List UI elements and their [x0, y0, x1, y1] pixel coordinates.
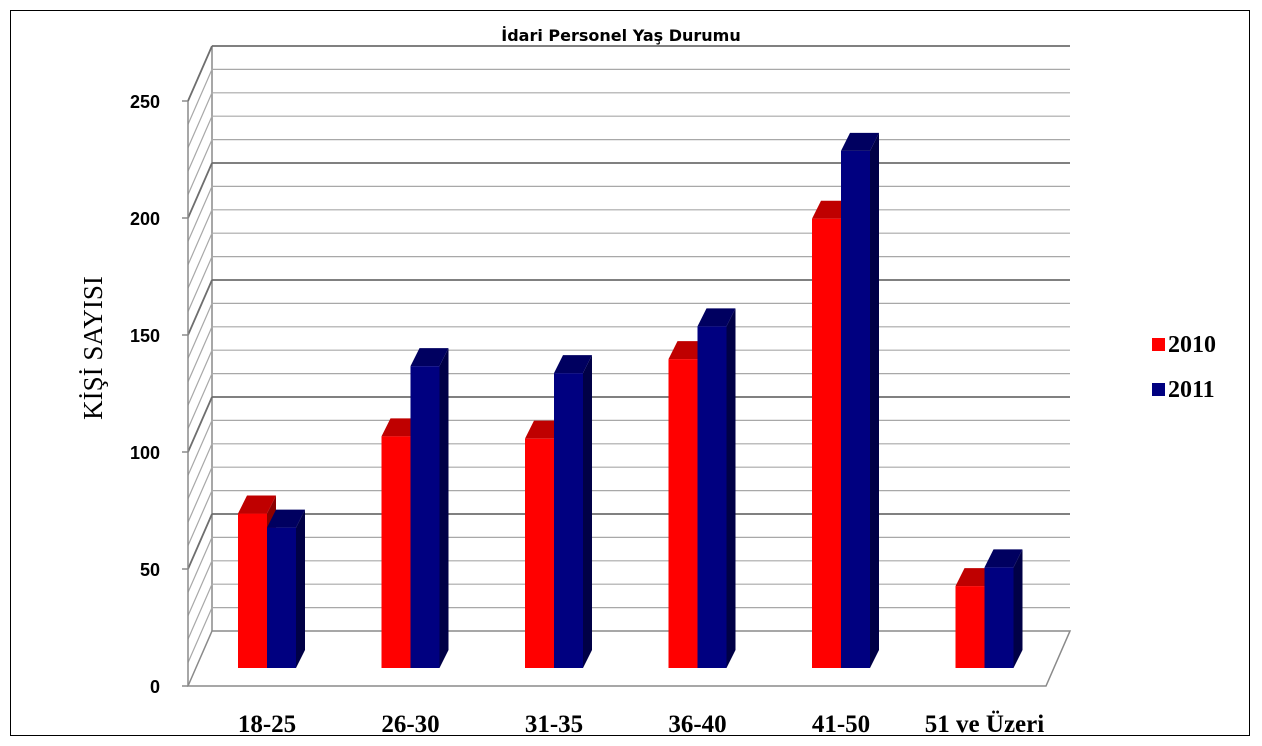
bar-top: [812, 200, 850, 219]
gridline-diagonal: [187, 373, 213, 429]
bar-front: [841, 150, 870, 669]
gridline-diagonal: [187, 420, 213, 476]
category-label: 31-35: [525, 711, 583, 738]
bar: [697, 308, 736, 668]
bar-top: [381, 418, 420, 437]
bar-front: [381, 436, 411, 668]
bar-top: [525, 420, 563, 439]
y-tick-label: 50: [140, 560, 160, 580]
bar-side: [439, 348, 449, 668]
gridline-diagonal: [187, 513, 213, 570]
bar: [410, 348, 449, 668]
bar-top: [554, 355, 592, 374]
gridline-diagonal: [187, 209, 213, 266]
category-label: 26-30: [381, 711, 439, 738]
category-labels: 18-25 26-30 31-35 36-40 41-50 51 ve Üzeri: [238, 711, 1044, 738]
gridline-diagonal: [187, 490, 213, 546]
bar-side: [1013, 549, 1023, 668]
bar-front: [554, 373, 583, 668]
y-tick-label: 250: [130, 92, 160, 112]
bar-front: [668, 359, 698, 668]
bar-top: [984, 549, 1023, 568]
bar-side: [870, 132, 879, 669]
gridline-diagonal: [187, 537, 213, 593]
gridline-diagonal: [187, 303, 213, 359]
bar-top: [668, 341, 707, 360]
y-tick-label: 150: [130, 326, 160, 346]
bar: [267, 509, 305, 668]
bar: [841, 132, 879, 669]
bar-top: [238, 495, 276, 514]
legend: 2010 2011: [1152, 332, 1216, 403]
bar-side: [726, 308, 736, 668]
bar-front: [697, 326, 727, 668]
chart-frame: İdari Personel Yaş Durumu: [10, 10, 1250, 736]
gridline-diagonal: [187, 326, 213, 383]
chart-title: İdari Personel Yaş Durumu: [501, 26, 741, 45]
bar-front: [955, 586, 985, 668]
category-label: 18-25: [238, 711, 296, 738]
y-tick-labels: 0 50 100 150 200 250: [130, 92, 160, 697]
bar-side: [583, 355, 592, 668]
bar-front: [238, 513, 267, 668]
bar-front: [812, 218, 841, 668]
category-label: 36-40: [668, 711, 726, 738]
bar-top: [697, 308, 736, 327]
y-tick-label: 100: [130, 443, 160, 463]
y-axis-label: KİŞİ SAYISI: [78, 276, 108, 420]
gridline-diagonal: [187, 186, 213, 242]
legend-swatch: [1152, 338, 1165, 351]
floor: [186, 630, 1072, 687]
gridline-diagonal: [187, 92, 213, 149]
gridline-diagonal: [187, 443, 213, 500]
gridline-diagonal: [187, 115, 213, 172]
bar-front: [267, 527, 296, 668]
bars-layer: [238, 132, 1023, 669]
bar-top: [267, 509, 305, 528]
gridline-diagonal: [187, 256, 213, 312]
gridline-diagonal: [187, 232, 213, 289]
bar: [984, 549, 1023, 668]
category-label: 41-50: [812, 711, 870, 738]
gridline-diagonal: [187, 279, 213, 336]
gridline-diagonal: [187, 69, 213, 125]
bar-front: [410, 366, 440, 668]
legend-label: 2010: [1168, 332, 1216, 358]
gridline-diagonal: [187, 396, 213, 453]
gridline-diagonal: [187, 162, 213, 219]
bar-top: [841, 132, 879, 151]
bar-top: [410, 348, 449, 367]
legend-label: 2011: [1168, 377, 1215, 403]
gridline-diagonal: [187, 607, 213, 663]
category-label: 51 ve Üzeri: [925, 711, 1044, 738]
legend-swatch: [1152, 383, 1165, 396]
bar-front: [525, 438, 554, 668]
gridline-diagonal: [187, 139, 213, 195]
bar-side: [296, 509, 305, 668]
gridline-diagonal: [187, 349, 213, 406]
bar-top: [955, 568, 994, 587]
gridline-diagonal: [187, 560, 213, 617]
bar-front: [984, 567, 1014, 668]
bar: [554, 355, 592, 668]
y-tick-label: 0: [150, 677, 160, 697]
y-tick-label: 200: [130, 209, 160, 229]
gridline-diagonal: [187, 583, 213, 640]
grid-layer: [182, 45, 1072, 687]
gridline-diagonal: [187, 466, 213, 523]
gridline-diagonal: [187, 45, 213, 102]
